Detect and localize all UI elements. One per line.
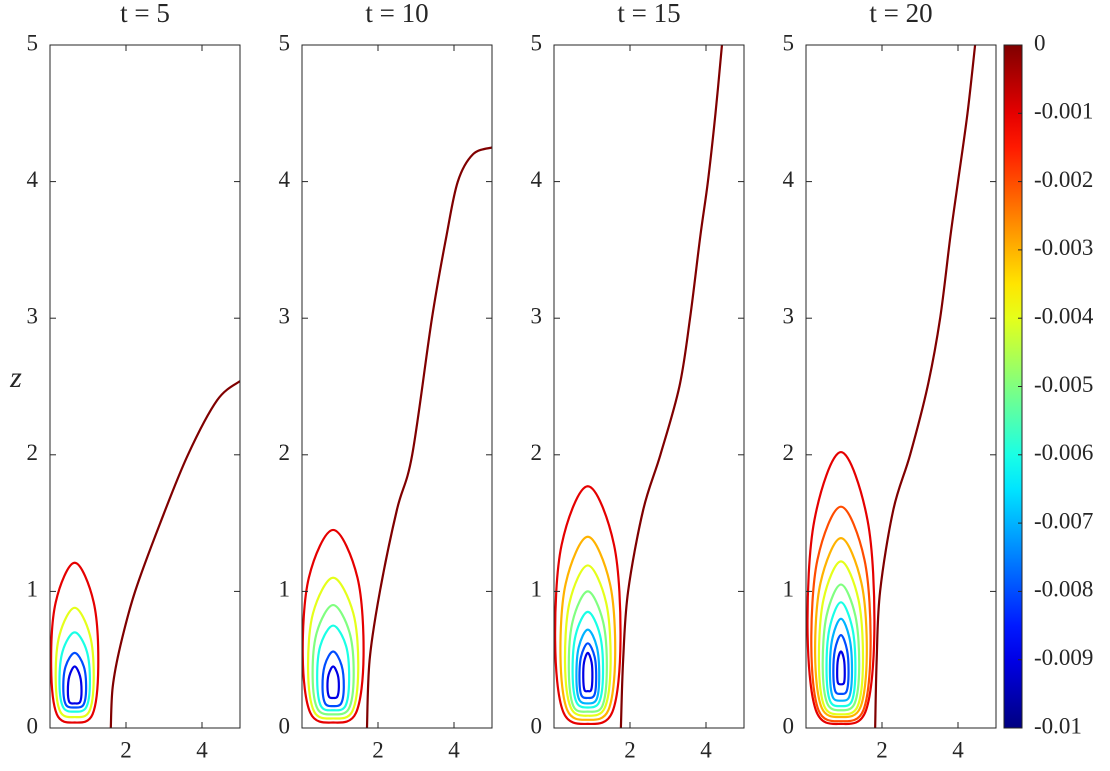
- contour-line: [109, 380, 240, 728]
- y-tick-label: 5: [531, 30, 543, 55]
- y-tick-label: 2: [531, 440, 543, 465]
- panel-title: t = 15: [617, 0, 680, 28]
- contour-line: [832, 634, 850, 696]
- contour-line: [810, 505, 872, 723]
- contours: [302, 146, 492, 728]
- contour-line: [554, 485, 622, 726]
- y-tick-label: 0: [27, 713, 39, 738]
- contour-line: [828, 617, 854, 702]
- y-tick-label: 3: [27, 303, 39, 328]
- colorbar-tick-label: -0.006: [1034, 440, 1093, 465]
- y-tick-label: 5: [783, 30, 795, 55]
- panel-title: t = 10: [365, 0, 428, 28]
- y-tick-label: 5: [27, 30, 39, 55]
- contour-line: [66, 665, 83, 705]
- contour-line: [582, 651, 594, 693]
- y-tick-label: 1: [279, 577, 291, 602]
- colorbar-tick-label: -0.003: [1034, 235, 1093, 260]
- contour-line: [365, 146, 492, 728]
- y-tick-label: 1: [783, 577, 795, 602]
- contour-line: [836, 650, 846, 686]
- contour-line: [571, 610, 605, 709]
- y-tick-label: 4: [783, 167, 795, 192]
- plot-area: [50, 45, 240, 728]
- x-tick-label: 4: [700, 737, 712, 762]
- plot-area: [302, 45, 492, 728]
- contour-line: [311, 603, 355, 716]
- plot-area: [806, 45, 996, 728]
- colorbar-tick-label: -0.004: [1034, 303, 1094, 328]
- contour-line: [874, 45, 977, 728]
- colorbar-tick-label: -0.007: [1034, 508, 1093, 533]
- x-tick-label: 4: [952, 737, 964, 762]
- y-tick-label: 3: [531, 303, 543, 328]
- axes-box: [553, 44, 745, 729]
- contour-line: [54, 606, 95, 719]
- x-tick-label: 2: [372, 737, 384, 762]
- colorbar-tick-label: 0: [1034, 30, 1046, 55]
- contour-line: [306, 576, 360, 720]
- y-axis-label: z: [9, 361, 22, 394]
- contour-line: [50, 561, 100, 724]
- contours: [806, 45, 977, 728]
- y-tick-label: 2: [783, 440, 795, 465]
- x-tick-label: 2: [120, 737, 132, 762]
- y-tick-label: 2: [27, 440, 39, 465]
- y-tick-label: 3: [783, 303, 795, 328]
- y-tick-label: 4: [531, 167, 543, 192]
- contour-line: [821, 583, 861, 712]
- contour-line: [806, 450, 876, 726]
- y-tick-label: 0: [783, 713, 795, 738]
- y-tick-label: 1: [531, 577, 543, 602]
- axes-box: [805, 44, 997, 729]
- contours: [50, 380, 240, 728]
- x-tick-label: 4: [448, 737, 460, 762]
- contour-line: [559, 535, 617, 721]
- colorbar-tick-label: -0.001: [1034, 99, 1093, 124]
- colorbar-tick-label: -0.002: [1034, 167, 1093, 192]
- y-tick-label: 4: [279, 167, 291, 192]
- contour-line: [825, 601, 857, 708]
- contour-line: [814, 537, 868, 719]
- contour-line: [567, 590, 608, 713]
- plot-area: [554, 45, 744, 728]
- contour-line: [817, 560, 865, 716]
- y-tick-label: 3: [279, 303, 291, 328]
- y-tick-label: 5: [279, 30, 291, 55]
- panel-title: t = 5: [120, 0, 170, 28]
- contour-line: [62, 651, 88, 709]
- colorbar-tick-label: -0.005: [1034, 372, 1093, 397]
- contour-line: [575, 628, 601, 705]
- colorbar-tick-label: -0.009: [1034, 645, 1093, 670]
- contour-line: [58, 631, 92, 713]
- x-tick-label: 2: [876, 737, 888, 762]
- contour-line: [578, 642, 598, 700]
- contour-line: [563, 564, 612, 717]
- x-tick-label: 4: [196, 737, 208, 762]
- contour-line: [321, 650, 345, 708]
- contour-line: [316, 624, 351, 712]
- panel-title: t = 20: [869, 0, 932, 28]
- y-tick-label: 0: [531, 713, 543, 738]
- axes-box: [49, 44, 241, 729]
- contour-line: [326, 665, 340, 700]
- y-tick-label: 4: [27, 167, 39, 192]
- axes-box: [301, 44, 493, 729]
- y-tick-label: 2: [279, 440, 291, 465]
- y-tick-label: 0: [279, 713, 291, 738]
- colorbar-tick-label: -0.01: [1034, 713, 1082, 738]
- x-tick-label: 2: [624, 737, 636, 762]
- contours: [554, 45, 724, 728]
- contour-line: [619, 45, 724, 728]
- contour-line: [302, 528, 365, 724]
- colorbar-tick-label: -0.008: [1034, 577, 1093, 602]
- y-tick-label: 1: [27, 577, 39, 602]
